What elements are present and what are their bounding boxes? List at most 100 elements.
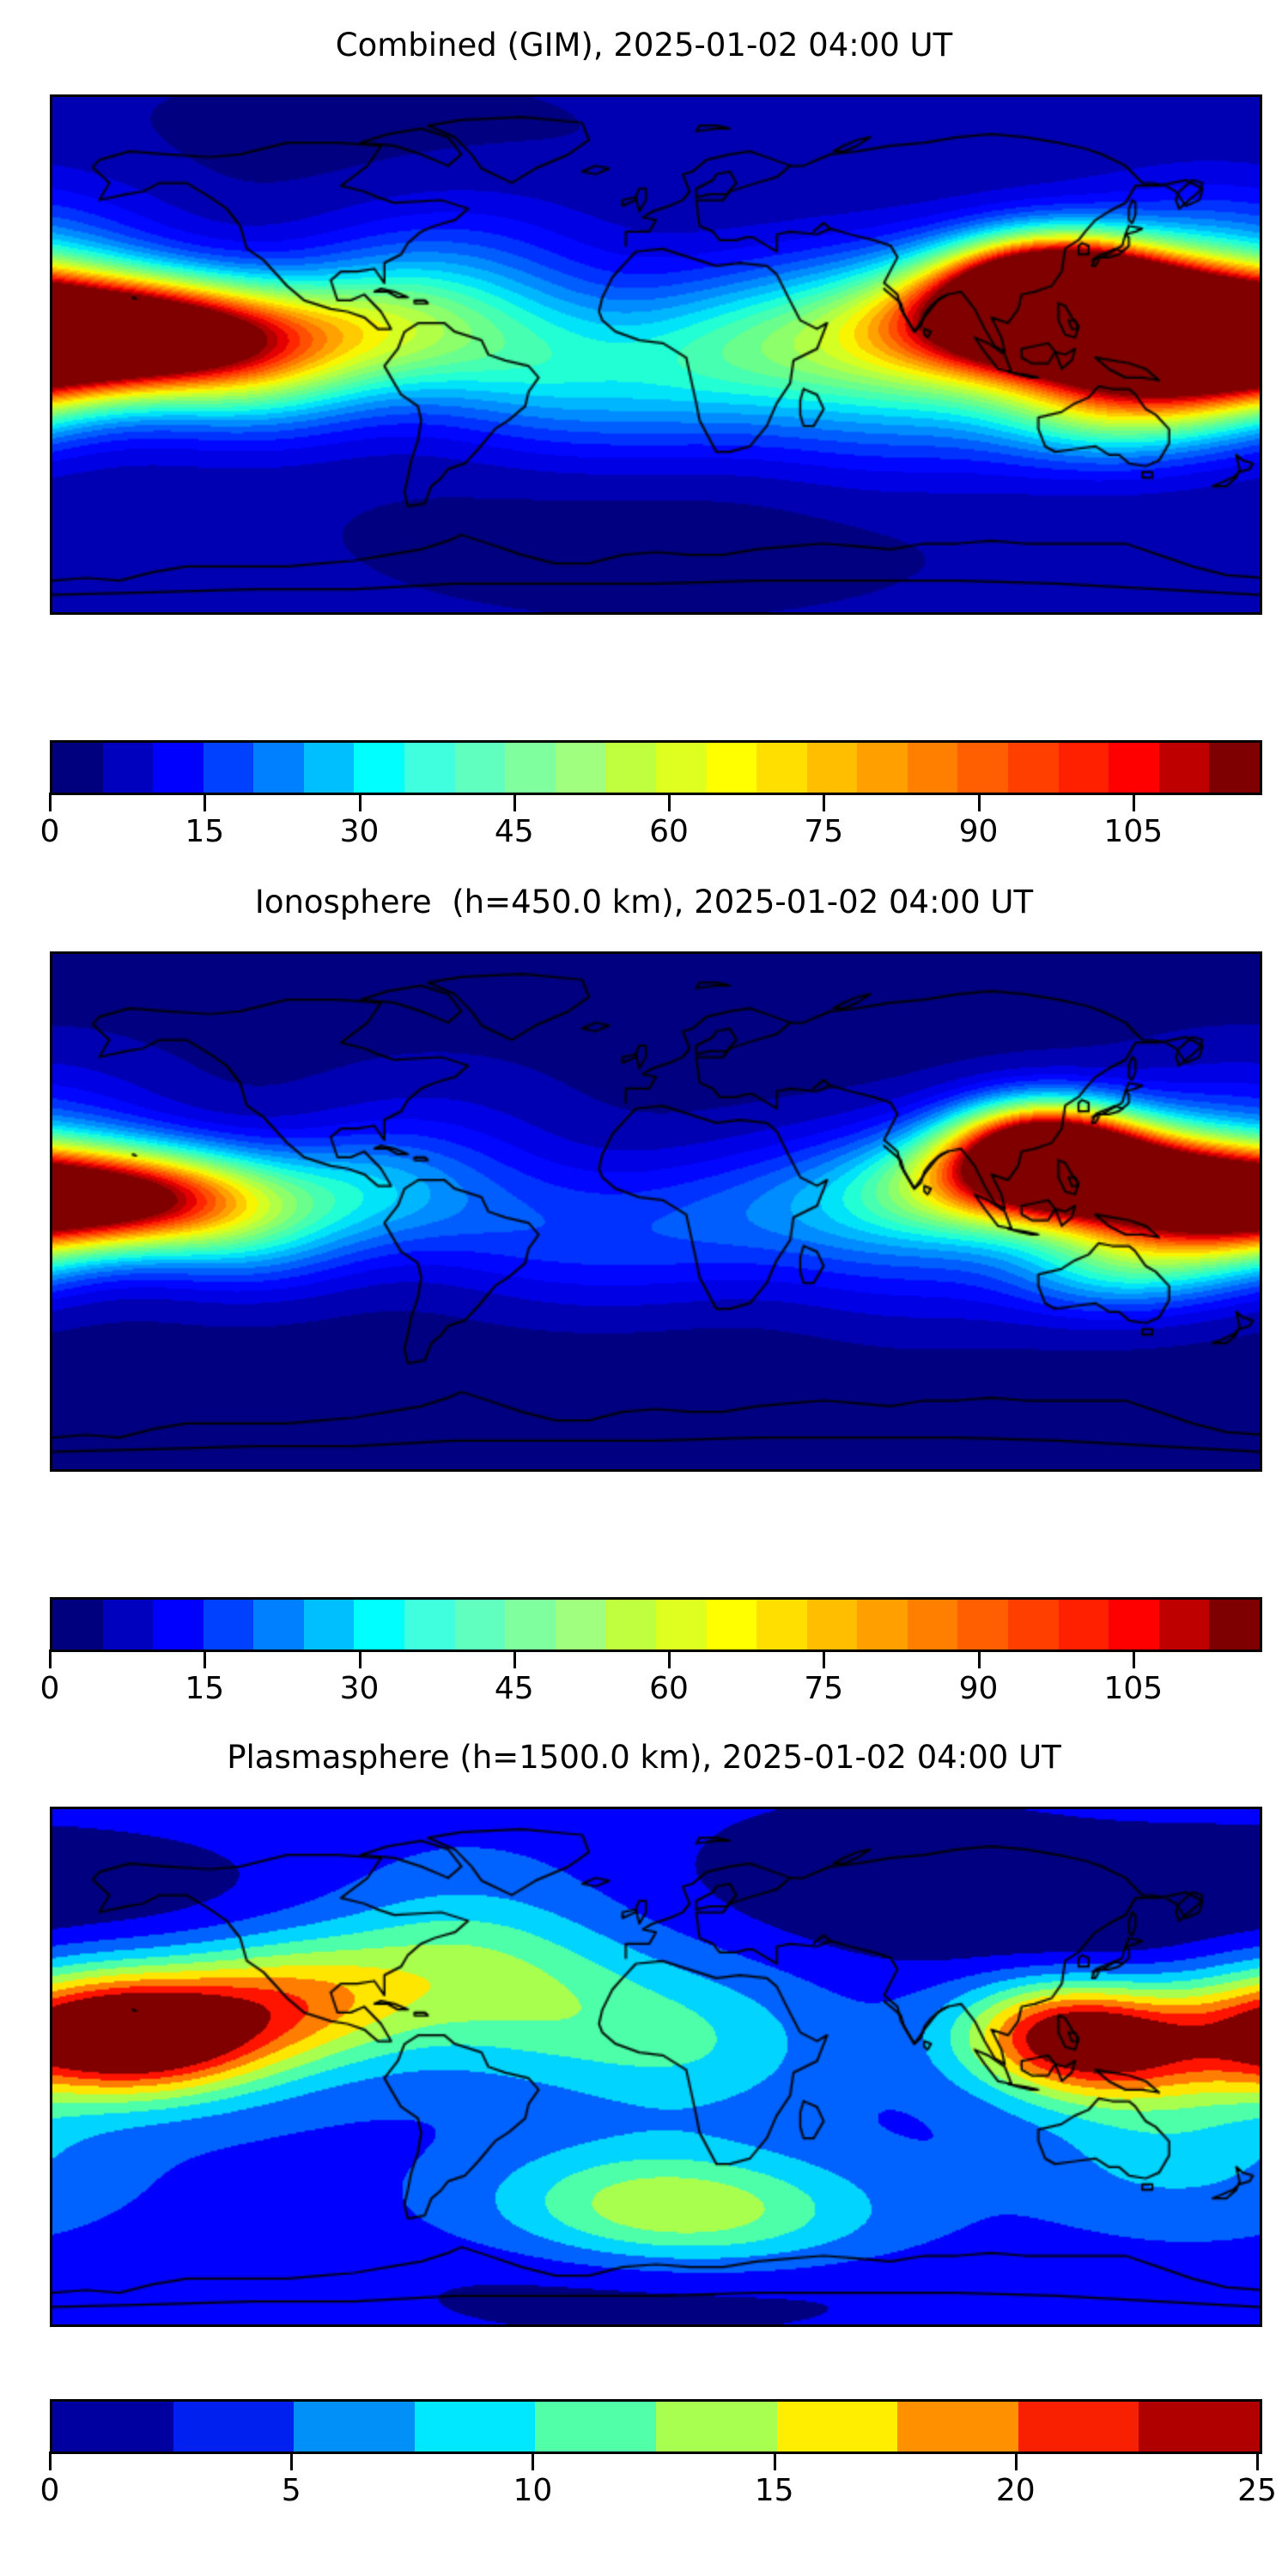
colorbar-band xyxy=(806,1600,858,1649)
colorbar-tick-mark xyxy=(1132,793,1135,811)
colorbar-band xyxy=(756,1600,807,1649)
colorbar-1 xyxy=(50,1597,1262,1652)
colorbar-band xyxy=(505,1600,556,1649)
colorbar-band xyxy=(52,1600,103,1649)
colorbar-band xyxy=(806,743,858,793)
colorbar-tick-label: 75 xyxy=(804,1671,844,1706)
colorbar-ticks-2: 0 5 10 15 20 25 xyxy=(40,2451,1277,2506)
colorbar-band xyxy=(1058,1600,1109,1649)
colorbar-band xyxy=(203,743,254,793)
colorbar-band xyxy=(535,2402,656,2451)
colorbar-band xyxy=(1209,1600,1260,1649)
colorbar-band xyxy=(153,743,204,793)
colorbar-tick-mark xyxy=(823,793,826,811)
colorbar-tick-label: 30 xyxy=(339,1671,380,1706)
colorbar-band xyxy=(52,743,103,793)
colorbar-tick-label: 45 xyxy=(494,1671,534,1706)
colorbar-band xyxy=(1209,743,1260,793)
colorbar-band xyxy=(957,1600,1008,1649)
colorbar-tick-label: 15 xyxy=(185,1671,225,1706)
colorbar-tick-mark xyxy=(1014,2451,1018,2470)
colorbar-band xyxy=(203,1600,254,1649)
colorbar-tick-mark xyxy=(532,2451,535,2470)
colorbar-tick-mark xyxy=(823,1649,826,1668)
colorbar-tick-label: 20 xyxy=(995,2473,1036,2508)
colorbar-band xyxy=(1158,743,1210,793)
colorbar-band xyxy=(414,2402,536,2451)
colorbar-tick-label: 60 xyxy=(649,1671,689,1706)
colorbar-tick-mark xyxy=(513,793,516,811)
colorbar-band xyxy=(857,1600,908,1649)
colorbar-band xyxy=(454,743,506,793)
colorbar-band xyxy=(294,2402,415,2451)
colorbar-band xyxy=(605,1600,656,1649)
map-panel-ionosphere xyxy=(50,951,1262,1472)
panel-title-2: Plasmasphere (h=1500.0 km), 2025-01-02 0… xyxy=(227,1739,1061,1776)
colorbar-band xyxy=(354,1600,405,1649)
colorbar-band xyxy=(655,743,707,793)
colorbar-tick-mark xyxy=(290,2451,294,2470)
colorbar-tick-mark xyxy=(668,793,671,811)
colorbar-band xyxy=(776,2402,898,2451)
colorbar-tick-label: 45 xyxy=(494,814,534,849)
colorbar-tick-label: 90 xyxy=(958,814,999,849)
map-canvas-1 xyxy=(52,954,1260,1469)
map-panel-combined-gim xyxy=(50,94,1262,615)
colorbar-tick-label: 0 xyxy=(39,814,60,849)
colorbar-band xyxy=(706,743,757,793)
colorbar-tick-label: 105 xyxy=(1103,1671,1163,1706)
colorbar-band xyxy=(153,1600,204,1649)
colorbar-band xyxy=(303,743,355,793)
colorbar-band xyxy=(897,2402,1018,2451)
colorbar-band xyxy=(605,743,656,793)
colorbar-band xyxy=(1018,2402,1139,2451)
colorbar-band xyxy=(173,2402,295,2451)
colorbar-band xyxy=(404,1600,455,1649)
colorbar-band xyxy=(907,743,958,793)
colorbar-tick-mark xyxy=(513,1649,516,1668)
colorbar-tick-label: 25 xyxy=(1237,2473,1277,2508)
colorbar-tick-label: 0 xyxy=(39,1671,60,1706)
colorbar-band xyxy=(354,743,405,793)
colorbar-band xyxy=(454,1600,506,1649)
colorbar-band xyxy=(1109,743,1159,793)
colorbar-band xyxy=(555,1600,606,1649)
map-canvas-2 xyxy=(52,1809,1260,2324)
colorbar-tick-label: 30 xyxy=(339,814,380,849)
colorbar-tick-label: 75 xyxy=(804,814,844,849)
colorbar-band xyxy=(505,743,556,793)
colorbar-band xyxy=(907,1600,958,1649)
colorbar-tick-mark xyxy=(358,793,361,811)
colorbar-band xyxy=(857,743,908,793)
colorbar-tick-label: 60 xyxy=(649,814,689,849)
colorbar-band xyxy=(303,1600,355,1649)
colorbar-band xyxy=(1139,2402,1260,2451)
colorbar-band xyxy=(555,743,606,793)
colorbar-band xyxy=(1158,1600,1210,1649)
colorbar-band xyxy=(756,743,807,793)
map-canvas-0 xyxy=(52,97,1260,612)
colorbar-band xyxy=(706,1600,757,1649)
colorbar-band xyxy=(655,1600,707,1649)
colorbar-band xyxy=(253,1600,304,1649)
colorbar-tick-label: 5 xyxy=(281,2473,301,2508)
colorbar-band xyxy=(404,743,455,793)
colorbar-tick-mark xyxy=(49,793,52,811)
colorbar-tick-label: 10 xyxy=(513,2473,553,2508)
colorbar-band xyxy=(1007,743,1059,793)
colorbar-band xyxy=(102,743,154,793)
colorbar-band xyxy=(957,743,1008,793)
colorbar-band xyxy=(1109,1600,1159,1649)
colorbar-band xyxy=(102,1600,154,1649)
colorbar-band xyxy=(655,2402,777,2451)
colorbar-tick-mark xyxy=(668,1649,671,1668)
colorbar-tick-mark xyxy=(977,793,981,811)
colorbar-ticks-1: 0 15 30 45 60 75 90 105 xyxy=(40,1649,1257,1704)
colorbar-band xyxy=(1007,1600,1059,1649)
colorbar-tick-label: 0 xyxy=(39,2473,60,2508)
colorbar-tick-mark xyxy=(204,793,207,811)
colorbar-tick-label: 105 xyxy=(1103,814,1163,849)
colorbar-tick-mark xyxy=(773,2451,776,2470)
colorbar-0 xyxy=(50,740,1262,795)
